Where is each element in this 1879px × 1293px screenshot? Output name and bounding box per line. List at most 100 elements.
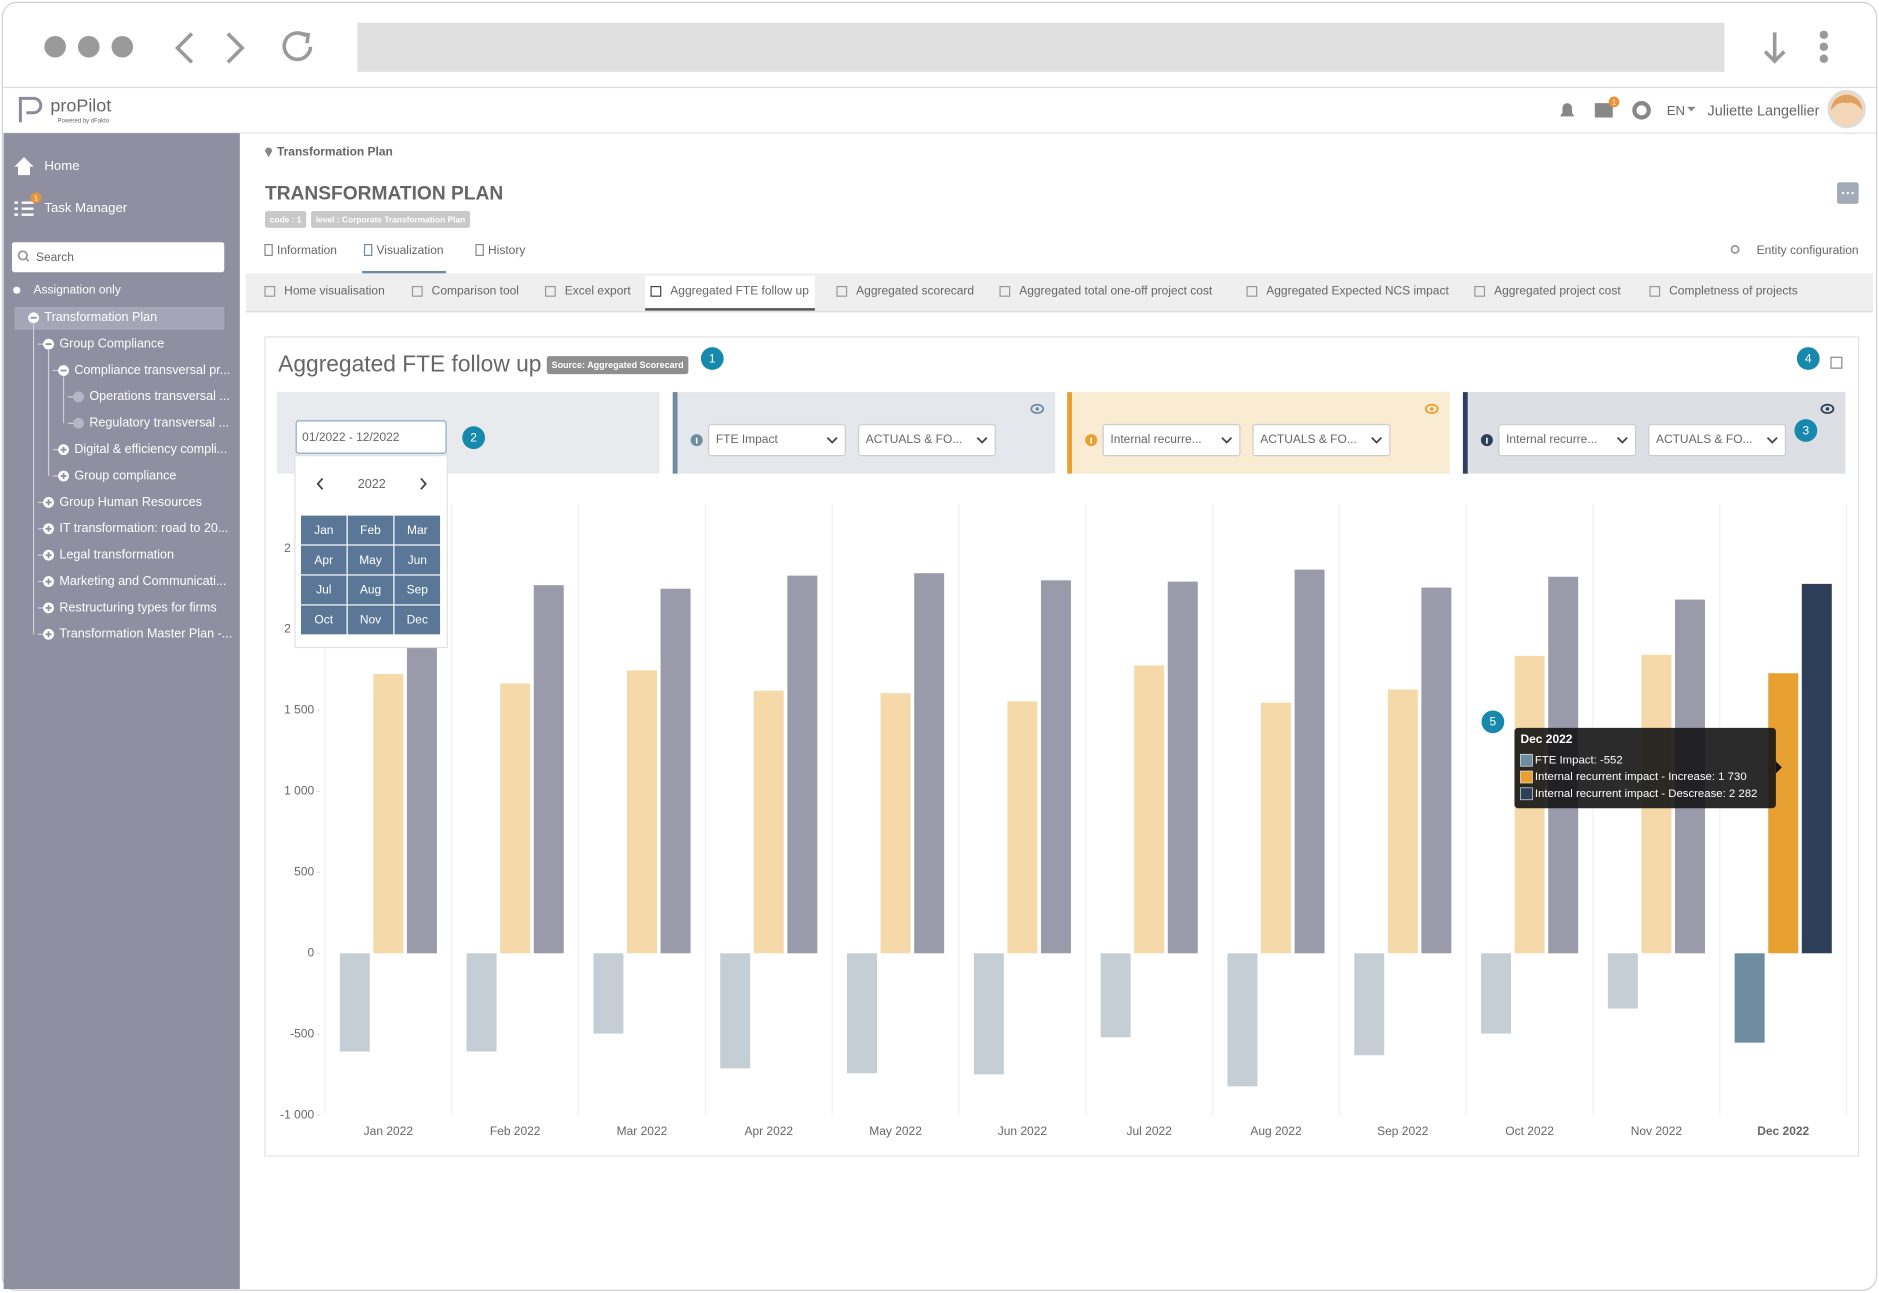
select[interactable] bbox=[1498, 423, 1637, 457]
bell-icon[interactable] bbox=[1560, 103, 1575, 117]
month[interactable]: Jul bbox=[316, 583, 331, 597]
expand-icon[interactable] bbox=[1830, 356, 1843, 369]
select-value[interactable]: ACTUALS & FO... bbox=[866, 432, 963, 446]
month-cell[interactable] bbox=[300, 605, 347, 635]
subtab[interactable]: Home visualisation bbox=[284, 284, 385, 298]
month-cell[interactable] bbox=[394, 575, 441, 605]
nav-item[interactable]: Task Manager bbox=[44, 200, 127, 215]
month[interactable]: Dec bbox=[407, 613, 428, 627]
subtab[interactable]: Completness of projects bbox=[1669, 284, 1798, 298]
month[interactable]: Jun bbox=[408, 553, 427, 567]
subtab[interactable]: Aggregated Expected NCS impact bbox=[1266, 284, 1449, 298]
back-button[interactable] bbox=[174, 32, 194, 64]
month-cell[interactable] bbox=[394, 515, 441, 545]
tree-label[interactable]: Regulatory transversal ... bbox=[89, 416, 229, 430]
select[interactable] bbox=[857, 423, 996, 457]
month[interactable]: Aug bbox=[360, 583, 381, 597]
tree-label[interactable]: Compliance transversal pr... bbox=[74, 363, 230, 377]
month[interactable]: Nov bbox=[360, 613, 381, 627]
month-cell[interactable] bbox=[300, 575, 347, 605]
month-cell[interactable] bbox=[394, 545, 441, 575]
tree-label[interactable]: Group Compliance bbox=[59, 336, 164, 350]
subtab[interactable]: Aggregated FTE follow up bbox=[670, 284, 809, 298]
select-value[interactable]: Internal recurre... bbox=[1506, 432, 1597, 446]
tab[interactable]: Information bbox=[277, 243, 337, 257]
prev-year[interactable] bbox=[316, 477, 324, 490]
bar bbox=[880, 693, 911, 954]
next-year[interactable] bbox=[420, 477, 427, 490]
select-value[interactable]: ACTUALS & FO... bbox=[1260, 432, 1357, 446]
select[interactable] bbox=[1102, 423, 1241, 457]
language[interactable]: EN bbox=[1667, 103, 1685, 118]
bar bbox=[753, 690, 784, 954]
forward-button[interactable] bbox=[226, 32, 245, 64]
month-cell[interactable] bbox=[347, 545, 394, 575]
bar bbox=[466, 953, 497, 1052]
logo: proPilot bbox=[50, 95, 111, 115]
radio[interactable] bbox=[13, 286, 21, 294]
config-icon bbox=[1730, 244, 1740, 254]
subtab[interactable]: Aggregated scorecard bbox=[856, 284, 974, 298]
y-tick-label: 1 000 bbox=[284, 784, 314, 798]
month[interactable]: Oct bbox=[314, 613, 333, 627]
date-input[interactable] bbox=[295, 420, 447, 454]
month[interactable]: Jan bbox=[314, 523, 333, 537]
tab[interactable]: History bbox=[488, 243, 525, 257]
pin-icon bbox=[265, 147, 273, 158]
settings-icon[interactable] bbox=[1632, 101, 1651, 120]
eye-icon[interactable] bbox=[1030, 403, 1045, 414]
search-input[interactable] bbox=[11, 242, 225, 273]
tree-label[interactable]: Marketing and Communicati... bbox=[59, 574, 226, 588]
reload-button[interactable] bbox=[282, 31, 313, 62]
tree-label[interactable]: Digital & efficiency compli... bbox=[74, 442, 227, 456]
select[interactable] bbox=[1648, 423, 1787, 457]
tree-label[interactable]: Group Human Resources bbox=[59, 495, 202, 509]
month-cell[interactable] bbox=[394, 605, 441, 635]
entity-config[interactable]: Entity configuration bbox=[1757, 243, 1859, 257]
select-value[interactable]: FTE Impact bbox=[716, 432, 779, 446]
month-cell[interactable] bbox=[347, 605, 394, 635]
menu-dot[interactable] bbox=[1819, 54, 1829, 63]
month-cell[interactable] bbox=[347, 575, 394, 605]
tree-label[interactable]: Operations transversal ... bbox=[89, 389, 230, 403]
y-tick-label: 500 bbox=[294, 865, 314, 879]
tree-label[interactable]: Transformation Master Plan -... bbox=[59, 627, 232, 641]
menu-dot[interactable] bbox=[1819, 30, 1829, 39]
tree-label[interactable]: Group compliance bbox=[74, 468, 176, 482]
select-value[interactable]: Internal recurre... bbox=[1110, 432, 1201, 446]
nav-item[interactable]: Home bbox=[44, 158, 79, 173]
tree-label[interactable]: IT transformation: road to 20... bbox=[59, 521, 228, 535]
eye-icon[interactable] bbox=[1424, 403, 1439, 414]
month[interactable]: Apr bbox=[314, 553, 333, 567]
page-title: TRANSFORMATION PLAN bbox=[265, 183, 503, 204]
month[interactable]: Feb bbox=[360, 523, 381, 537]
tab[interactable]: Visualization bbox=[377, 243, 444, 257]
subtab[interactable]: Aggregated total one-off project cost bbox=[1019, 284, 1213, 298]
subtab[interactable]: Comparison tool bbox=[432, 284, 519, 298]
tree-label[interactable]: Restructuring types for firms bbox=[59, 600, 216, 614]
address-bar[interactable] bbox=[357, 22, 1725, 72]
select[interactable] bbox=[1252, 423, 1391, 457]
x-tick-label: Oct 2022 bbox=[1505, 1124, 1554, 1138]
subtab[interactable]: Aggregated project cost bbox=[1494, 284, 1621, 298]
menu-dot[interactable] bbox=[1819, 42, 1829, 51]
subtab[interactable]: Excel export bbox=[565, 284, 632, 298]
user-name[interactable]: Juliette Langellier bbox=[1708, 103, 1820, 119]
date-range[interactable]: 01/2022 - 12/2022 bbox=[302, 430, 400, 444]
tree-label[interactable]: Legal transformation bbox=[59, 548, 174, 562]
month[interactable]: May bbox=[359, 553, 382, 567]
month[interactable]: Sep bbox=[407, 583, 429, 597]
breadcrumb[interactable]: Transformation Plan bbox=[277, 144, 393, 158]
select[interactable] bbox=[708, 423, 846, 457]
month-cell[interactable] bbox=[300, 515, 347, 545]
eye-icon[interactable] bbox=[1820, 403, 1835, 414]
month[interactable]: Mar bbox=[407, 523, 428, 537]
select-value[interactable]: ACTUALS & FO... bbox=[1656, 432, 1753, 446]
filter-label[interactable]: Assignation only bbox=[34, 282, 121, 296]
eye-pupil bbox=[1825, 407, 1830, 411]
month-cell[interactable] bbox=[300, 545, 347, 575]
tree-label[interactable]: Transformation Plan bbox=[44, 310, 157, 324]
mail-icon[interactable] bbox=[1594, 103, 1613, 118]
month-cell[interactable] bbox=[347, 515, 394, 545]
